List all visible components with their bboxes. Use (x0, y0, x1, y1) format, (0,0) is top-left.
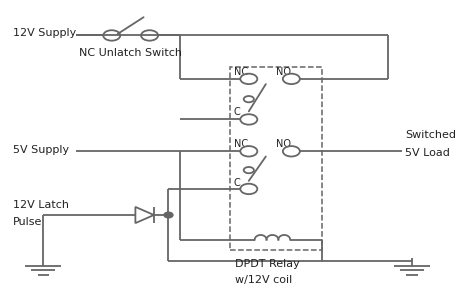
Text: NC Unlatch Switch: NC Unlatch Switch (79, 48, 182, 58)
Text: 5V Supply: 5V Supply (12, 145, 69, 155)
Text: 5V Load: 5V Load (405, 148, 450, 158)
Text: Pulse: Pulse (12, 217, 42, 227)
Text: NC: NC (234, 67, 248, 77)
Text: C: C (234, 107, 240, 117)
Text: NO: NO (276, 139, 291, 149)
Text: w/12V coil: w/12V coil (235, 275, 292, 285)
Text: NO: NO (276, 67, 291, 77)
Text: 12V Supply: 12V Supply (12, 28, 76, 38)
Text: C: C (234, 178, 240, 188)
Text: 12V Latch: 12V Latch (12, 200, 69, 210)
Text: DPDT Relay: DPDT Relay (235, 259, 300, 269)
Text: Switched: Switched (405, 130, 456, 140)
Text: NC: NC (234, 139, 248, 149)
Circle shape (164, 212, 173, 218)
